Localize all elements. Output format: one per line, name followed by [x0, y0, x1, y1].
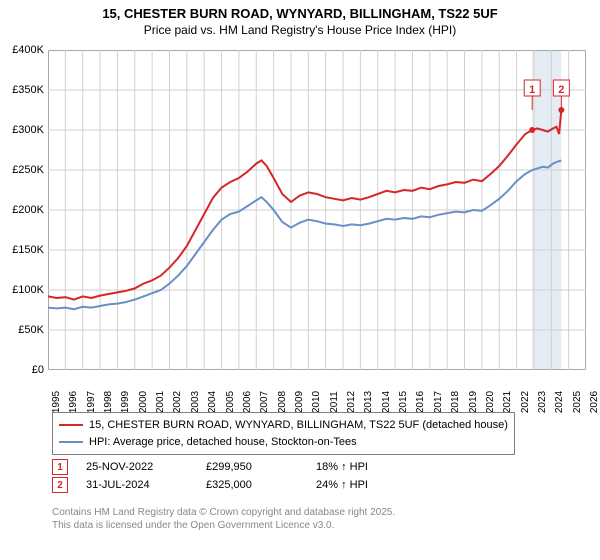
- sale-point-row: 2 31-JUL-2024£325,00024% ↑ HPI: [52, 476, 426, 494]
- y-tick-label: £150K: [12, 244, 44, 256]
- x-tick-label: 2004: [207, 391, 218, 413]
- x-tick-label: 2012: [346, 391, 357, 413]
- svg-text:1: 1: [529, 84, 535, 96]
- x-tick-label: 2019: [468, 391, 479, 413]
- sale-point-vs-hpi: 18% ↑ HPI: [316, 461, 426, 473]
- sale-point-number: 1: [52, 459, 68, 475]
- legend-label-hpi: HPI: Average price, detached house, Stoc…: [89, 434, 357, 451]
- x-axis-labels: 1995 1996 1997 1998 1999 2000 2001 2002 2003 2004…: [48, 374, 586, 410]
- x-tick-label: 1996: [68, 391, 79, 413]
- x-tick-label: 2009: [294, 391, 305, 413]
- legend-swatch-hpi: [59, 441, 83, 443]
- y-tick-label: £350K: [12, 84, 44, 96]
- x-tick-label: 1999: [120, 391, 131, 413]
- price-vs-hpi-chart: { "title_line1": "15, CHESTER BURN ROAD,…: [0, 0, 600, 560]
- svg-text:2: 2: [558, 84, 564, 96]
- x-tick-label: 2021: [502, 391, 513, 413]
- sale-point-vs-hpi: 24% ↑ HPI: [316, 479, 426, 491]
- x-tick-label: 2002: [172, 391, 183, 413]
- x-tick-label: 2003: [190, 391, 201, 413]
- x-tick-label: 2020: [485, 391, 496, 413]
- x-tick-label: 2018: [450, 391, 461, 413]
- legend-item-price-paid: 15, CHESTER BURN ROAD, WYNYARD, BILLINGH…: [59, 417, 508, 434]
- x-tick-label: 2025: [572, 391, 583, 413]
- y-tick-label: £250K: [12, 164, 44, 176]
- y-tick-label: £100K: [12, 284, 44, 296]
- x-tick-label: 2024: [554, 391, 565, 413]
- x-tick-label: 2000: [138, 391, 149, 413]
- x-tick-label: 2023: [537, 391, 548, 413]
- x-tick-label: 1998: [103, 391, 114, 413]
- credit-line1: Contains HM Land Registry data © Crown c…: [52, 506, 395, 519]
- x-tick-label: 2026: [589, 391, 600, 413]
- x-tick-label: 1995: [51, 391, 62, 413]
- credit-line2: This data is licensed under the Open Gov…: [52, 519, 395, 532]
- legend: 15, CHESTER BURN ROAD, WYNYARD, BILLINGH…: [52, 412, 515, 455]
- sale-point-date: 25-NOV-2022: [86, 461, 206, 473]
- y-tick-label: £300K: [12, 124, 44, 136]
- y-axis-labels: £0£50K£100K£150K£200K£250K£300K£350K£400…: [0, 50, 44, 370]
- x-tick-label: 2006: [242, 391, 253, 413]
- x-tick-label: 2015: [398, 391, 409, 413]
- data-credit: Contains HM Land Registry data © Crown c…: [52, 506, 395, 532]
- x-tick-label: 2010: [311, 391, 322, 413]
- x-tick-label: 2007: [259, 391, 270, 413]
- x-tick-label: 1997: [86, 391, 97, 413]
- chart-title-line1: 15, CHESTER BURN ROAD, WYNYARD, BILLINGH…: [0, 0, 600, 23]
- x-tick-label: 2008: [277, 391, 288, 413]
- legend-label-price-paid: 15, CHESTER BURN ROAD, WYNYARD, BILLINGH…: [89, 417, 508, 434]
- y-tick-label: £50K: [18, 324, 44, 336]
- x-tick-label: 2016: [415, 391, 426, 413]
- sale-point-price: £299,950: [206, 461, 316, 473]
- x-tick-label: 2022: [520, 391, 531, 413]
- sale-point-date: 31-JUL-2024: [86, 479, 206, 491]
- sale-point-price: £325,000: [206, 479, 316, 491]
- sale-points-table: 1 25-NOV-2022£299,95018% ↑ HPI 2 31-JUL-202…: [52, 458, 426, 494]
- x-tick-label: 2011: [329, 391, 340, 413]
- x-tick-label: 2005: [225, 391, 236, 413]
- plot-area: 12: [48, 50, 586, 370]
- x-tick-label: 2017: [433, 391, 444, 413]
- y-tick-label: £200K: [12, 204, 44, 216]
- chart-title-line2: Price paid vs. HM Land Registry's House …: [0, 23, 600, 41]
- y-tick-label: £0: [32, 364, 44, 376]
- sale-point-row: 1 25-NOV-2022£299,95018% ↑ HPI: [52, 458, 426, 476]
- legend-swatch-price-paid: [59, 424, 83, 426]
- x-tick-label: 2001: [155, 391, 166, 413]
- sale-point-number: 2: [52, 477, 68, 493]
- x-tick-label: 2013: [363, 391, 374, 413]
- x-tick-label: 2014: [381, 391, 392, 413]
- legend-item-hpi: HPI: Average price, detached house, Stoc…: [59, 434, 508, 451]
- y-tick-label: £400K: [12, 44, 44, 56]
